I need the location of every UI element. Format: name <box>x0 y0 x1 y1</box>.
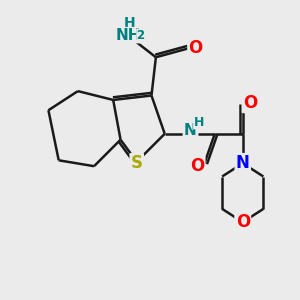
Text: S: S <box>131 154 143 172</box>
Text: H: H <box>124 16 135 30</box>
Text: 2: 2 <box>136 29 145 42</box>
Text: O: O <box>190 157 204 175</box>
Text: O: O <box>188 39 203 57</box>
Text: O: O <box>236 213 250 231</box>
Text: N: N <box>183 123 196 138</box>
Text: H: H <box>194 116 204 129</box>
Text: O: O <box>243 94 257 112</box>
Text: NH: NH <box>115 28 141 43</box>
Text: N: N <box>236 154 250 172</box>
